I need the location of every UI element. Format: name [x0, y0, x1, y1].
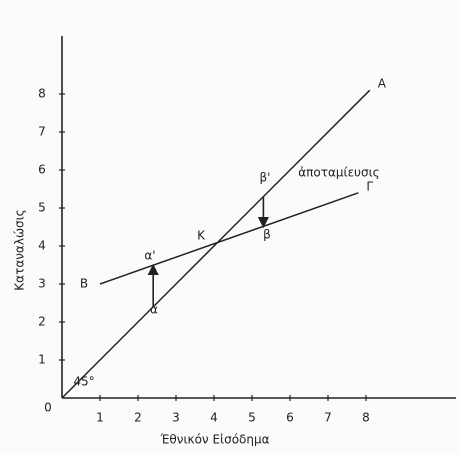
x-tick-label: 3	[172, 411, 180, 425]
annotation: B	[80, 277, 88, 291]
y-tick-label: 8	[38, 87, 46, 101]
annotation: ἀποταμίευσις	[298, 166, 379, 180]
annotation: K	[197, 229, 206, 243]
annotation: β	[263, 228, 271, 242]
y-tick-label: 6	[38, 163, 46, 177]
x-tick-label: 1	[96, 411, 104, 425]
annotation: α'	[144, 249, 155, 263]
x-tick-label: 8	[362, 411, 370, 425]
x-tick-label: 4	[210, 411, 218, 425]
line	[99, 192, 359, 285]
x-tick-label: 7	[324, 411, 332, 425]
y-tick-label: 7	[38, 125, 46, 139]
y-tick-label: 4	[38, 239, 46, 253]
y-tick-label: 3	[38, 277, 46, 291]
annotation: β'	[260, 171, 271, 185]
y-tick-label: 2	[38, 315, 46, 329]
y-tick-label: 5	[38, 201, 46, 215]
line-label: A	[378, 77, 387, 91]
x-axis-label: Έθνικόν Εἰσόδημα	[159, 433, 269, 447]
line-label: Γ	[366, 179, 373, 193]
annotation: 45°	[73, 375, 94, 389]
y-axis-label: Καταναλώσις	[13, 209, 27, 290]
x-tick-label: 6	[286, 411, 294, 425]
line	[61, 89, 371, 399]
y-tick-label: 1	[38, 353, 46, 367]
x-tick-label: 5	[248, 411, 256, 425]
origin-label: 0	[44, 401, 52, 415]
annotation: α	[150, 303, 158, 317]
x-tick-label: 2	[134, 411, 142, 425]
